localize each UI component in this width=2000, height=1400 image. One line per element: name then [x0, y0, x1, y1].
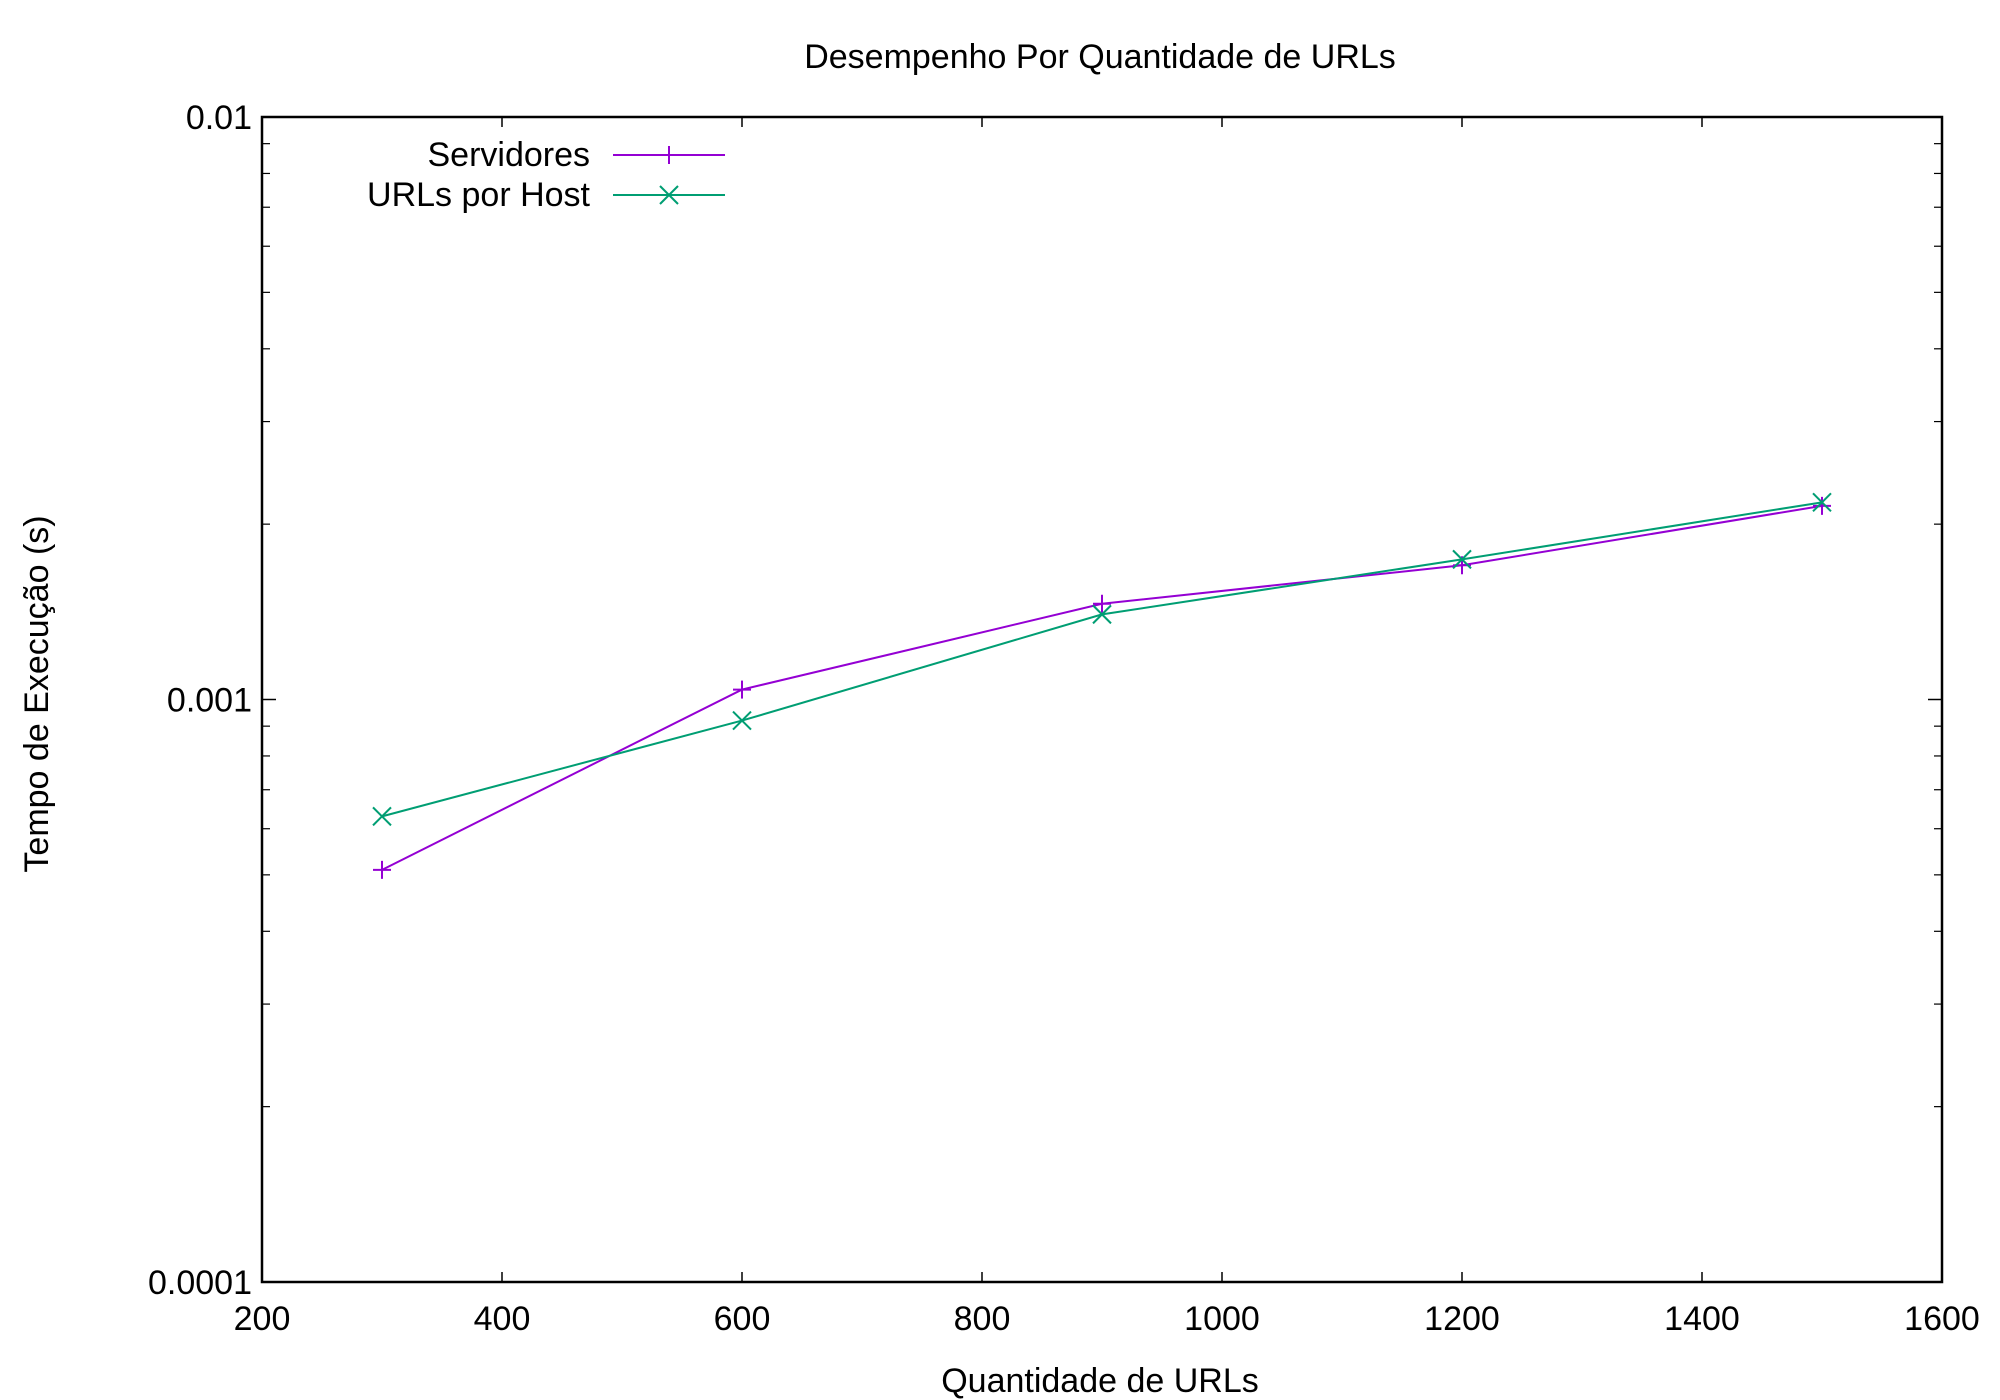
series-line	[381, 504, 1823, 871]
data-point	[732, 710, 752, 731]
plot-frame	[260, 115, 1944, 1284]
chart-title: Desempenho Por Quantidade de URLs	[804, 38, 1396, 76]
data-point	[1452, 549, 1472, 570]
x-tick-label: 600	[714, 1300, 771, 1338]
data-point	[1093, 594, 1111, 613]
series-layer	[372, 492, 1832, 879]
y-tick-label: 0.01	[186, 99, 252, 137]
series-urls-por-host	[372, 492, 1832, 827]
y-axis-label: Tempo de Execução (s)	[18, 515, 56, 872]
marker-stroke	[1092, 604, 1112, 625]
y-tick-label: 0.0001	[148, 1264, 252, 1302]
legend-label: Servidores	[427, 136, 590, 174]
marker-stroke	[372, 806, 392, 827]
x-axis-label: Quantidade de URLs	[941, 1362, 1259, 1400]
x-tick-label: 1000	[1184, 1300, 1260, 1338]
marker-stroke	[1452, 549, 1472, 570]
x-tick-label: 400	[474, 1300, 531, 1338]
marker-stroke	[1812, 492, 1832, 513]
marker-stroke	[659, 185, 679, 205]
x-tick-label: 1200	[1424, 1300, 1500, 1338]
x-tick-label: 200	[234, 1300, 291, 1338]
series-servidores	[373, 496, 1831, 879]
axes: 200 400 600 800 1000 1200 1400 1600 0.0001 0.001 0…	[148, 99, 1980, 1338]
data-point	[1812, 492, 1832, 513]
marker-stroke	[732, 710, 752, 731]
series-line	[381, 501, 1823, 818]
data-point	[733, 680, 751, 699]
legend-marker	[660, 146, 678, 164]
data-point	[1092, 604, 1112, 625]
legend-label: URLs por Host	[367, 176, 591, 214]
data-point	[372, 806, 392, 827]
y-tick-label: 0.001	[167, 682, 252, 720]
legend-marker	[659, 185, 679, 205]
data-point	[1813, 496, 1831, 515]
x-tick-label: 1400	[1664, 1300, 1740, 1338]
x-tick-label: 800	[954, 1300, 1011, 1338]
data-point	[373, 860, 391, 879]
x-tick-label: 1600	[1904, 1300, 1980, 1338]
